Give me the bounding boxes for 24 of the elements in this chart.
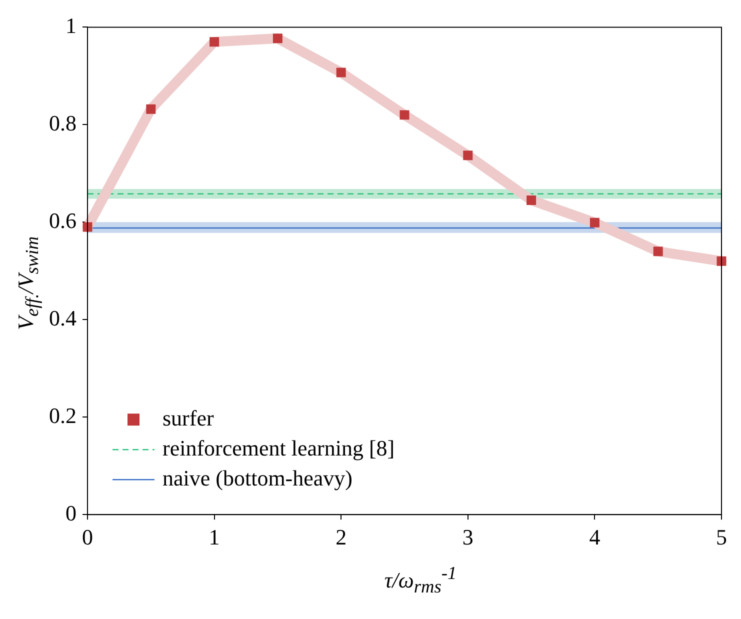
legend-label: reinforcement learning [8]	[162, 435, 395, 460]
point	[590, 218, 600, 228]
y-tick-label: 0.6	[49, 208, 76, 233]
point	[210, 37, 220, 47]
x-tick-label: 2	[336, 524, 347, 550]
point	[526, 195, 536, 205]
legend-label: naive (bottom-heavy)	[162, 465, 352, 490]
x-tick-label: 3	[462, 524, 474, 550]
y-tick-label: 0	[66, 500, 76, 526]
point	[272, 34, 282, 44]
point	[653, 246, 663, 256]
point	[463, 150, 473, 160]
x-tick-label: 5	[716, 524, 727, 550]
x-tick-label: 0	[82, 524, 93, 550]
y-tick-label: 0.4	[49, 305, 76, 330]
point	[400, 110, 410, 120]
x-tick-label: 1	[208, 524, 220, 550]
y-tick-label: 0.8	[49, 110, 76, 136]
y-tick-label: 1	[66, 12, 76, 38]
point	[336, 68, 346, 78]
y-tick-label: 0.2	[49, 402, 76, 428]
x-tick-label: 4	[589, 524, 600, 550]
legend-label: surfer	[162, 405, 214, 430]
point	[146, 104, 156, 114]
